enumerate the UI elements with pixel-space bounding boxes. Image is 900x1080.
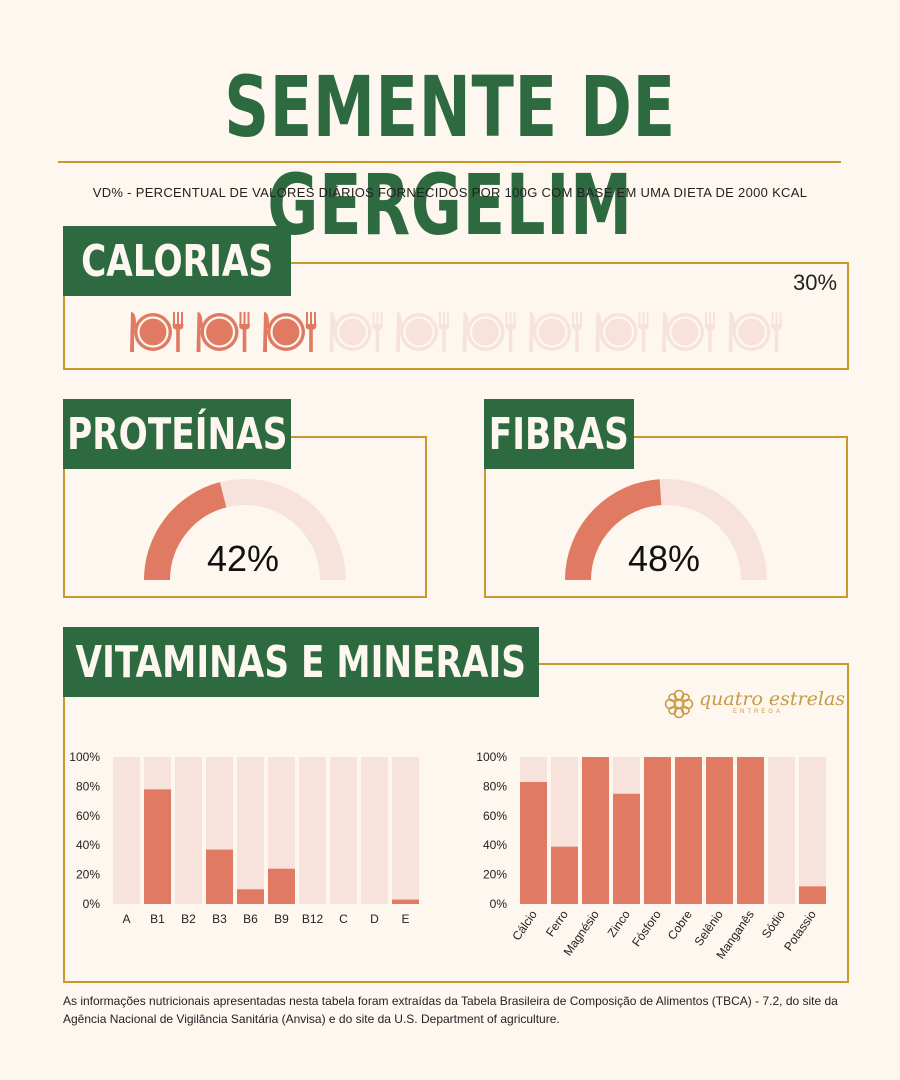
plate-icon <box>329 312 383 352</box>
calorias-panel <box>63 262 849 370</box>
x-tick-label: B12 <box>302 912 324 926</box>
bar-background <box>361 757 388 904</box>
x-tick-label: Ferro <box>543 907 571 939</box>
bar <box>799 886 826 904</box>
plate-icon <box>396 312 450 352</box>
y-tick-label: 20% <box>76 868 100 882</box>
x-tick-label: Cálcio <box>509 907 540 943</box>
plate-icon <box>728 312 782 352</box>
y-tick-label: 60% <box>76 809 100 823</box>
plate-icon <box>263 312 317 352</box>
x-tick-label: C <box>339 912 348 926</box>
plate-icon <box>196 312 250 352</box>
plate-icon <box>462 312 516 352</box>
y-tick-label: 0% <box>490 897 508 911</box>
bar-background <box>237 757 264 904</box>
bar-background <box>799 757 826 904</box>
logo-name: quatro estrelas <box>699 688 846 710</box>
plate-icon <box>130 312 184 352</box>
bar <box>737 757 764 904</box>
bar <box>144 789 171 904</box>
brand-logo: quatro estrelas ENTREGA <box>663 688 845 722</box>
proteinas-gauge <box>144 479 346 581</box>
flower-icon <box>664 689 694 719</box>
fibras-panel <box>484 436 848 598</box>
fibras-percent: 48% <box>627 538 701 579</box>
bar <box>582 757 609 904</box>
bar-background <box>330 757 357 904</box>
x-tick-label: B1 <box>150 912 165 926</box>
bar-background <box>113 757 140 904</box>
footnote: As informações nutricionais apresentadas… <box>63 994 838 1026</box>
bar <box>551 846 578 904</box>
y-tick-label: 80% <box>483 779 507 793</box>
x-tick-label: B9 <box>274 912 289 926</box>
bar <box>675 757 702 904</box>
gauge-fill <box>565 479 662 581</box>
logo-sub: ENTREGA <box>733 709 784 715</box>
bar <box>613 793 640 904</box>
x-tick-label: D <box>370 912 379 926</box>
bar-background <box>768 757 795 904</box>
gauge-fill <box>144 482 227 581</box>
y-tick-label: 40% <box>483 838 507 852</box>
x-tick-label: Sódio <box>759 907 788 940</box>
x-tick-label: Zinco <box>605 907 633 939</box>
bar <box>392 899 419 904</box>
calorias-label: CALORIAS <box>63 226 291 296</box>
x-tick-label: B6 <box>243 912 258 926</box>
x-tick-label: Potassio <box>781 907 819 953</box>
y-tick-label: 60% <box>483 809 507 823</box>
y-tick-label: 20% <box>483 868 507 882</box>
bar <box>706 757 733 904</box>
y-tick-label: 100% <box>476 750 507 764</box>
fibras-label: FIBRAS <box>484 399 634 469</box>
bar <box>520 781 547 904</box>
bar <box>237 889 264 904</box>
x-tick-label: Fósforo <box>629 907 664 949</box>
subtitle: VD% - PERCENTUAL DE VALORES DIÁRIOS FORN… <box>92 185 808 200</box>
y-tick-label: 40% <box>76 838 100 852</box>
bar <box>268 868 295 904</box>
x-tick-label: Cobre <box>665 907 695 942</box>
y-tick-label: 80% <box>76 779 100 793</box>
plate-icon <box>662 312 716 352</box>
y-tick-label: 100% <box>69 750 100 764</box>
vitaminas-minerais-label: VITAMINAS E MINERAIS <box>63 627 539 697</box>
x-tick-label: A <box>122 912 130 926</box>
x-tick-label: E <box>401 912 409 926</box>
vitaminas-chart: 0% 20% 40% 60% 80% 100% A B1 B2 B3 B6 B9 B12 C D E <box>69 750 419 926</box>
plate-icon <box>595 312 649 352</box>
x-tick-label: B2 <box>181 912 196 926</box>
x-tick-label: B3 <box>212 912 227 926</box>
calorias-plate-icons <box>130 312 782 352</box>
title-divider <box>58 161 841 163</box>
proteinas-percent: 42% <box>206 538 280 579</box>
calorias-percent: 30% <box>793 270 838 295</box>
proteinas-label: PROTEÍNAS <box>63 399 291 469</box>
plate-icon <box>529 312 583 352</box>
page-title: SEMENTE DE GERGELIM <box>224 58 676 254</box>
bar-background <box>175 757 202 904</box>
y-tick-label: 0% <box>83 897 101 911</box>
bar-background <box>299 757 326 904</box>
fibras-gauge <box>565 479 767 581</box>
bar <box>644 757 671 904</box>
bar <box>206 849 233 904</box>
bar-background <box>392 757 419 904</box>
